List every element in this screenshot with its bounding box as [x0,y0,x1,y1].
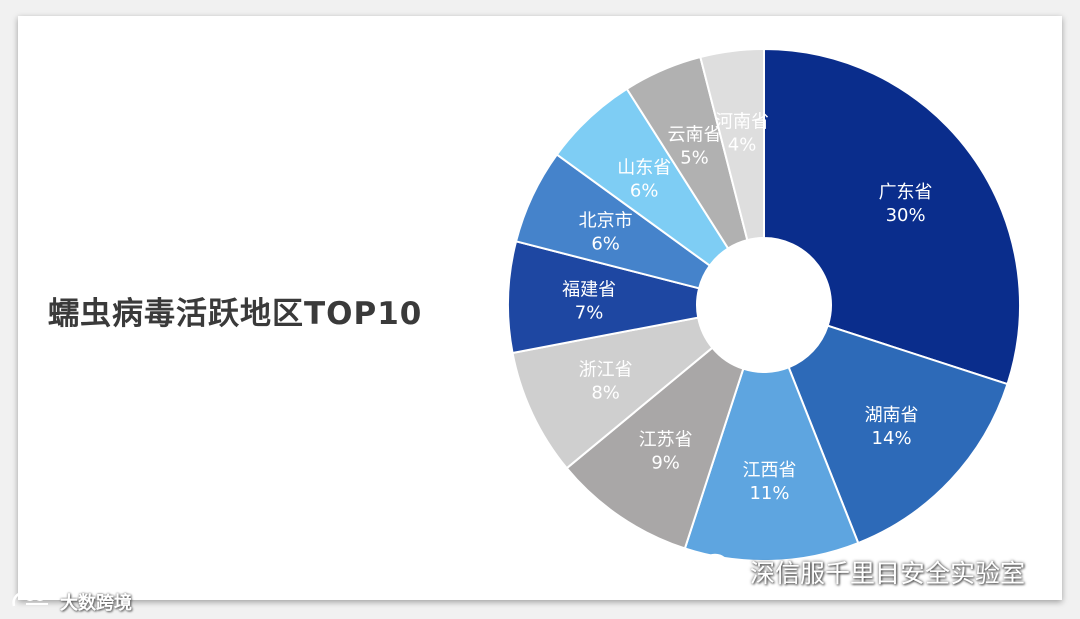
donut-hole [698,239,830,371]
slice-label: 江苏省 [639,430,693,451]
slice-value-label: 30% [886,205,926,226]
slice-value-label: 6% [591,233,620,254]
slice-label: 江西省 [742,460,796,481]
slice-label: 北京市 [579,210,633,231]
slice-label: 福建省 [562,280,616,301]
wechat-account-name: 深信服千里目安全实验室 [750,559,1026,588]
slice-value-label: 8% [591,383,620,404]
chart-title: 蠕虫病毒活跃地区TOP10 [48,296,423,332]
wechat-watermark: 深信服千里目安全实验室 [700,552,1025,592]
slice-value-label: 14% [872,428,912,449]
pie-slice [763,47,1021,386]
slice-value-label: 7% [575,303,604,324]
slice-label: 湖南省 [865,405,919,426]
slice-label: 云南省 [667,124,721,145]
pie-slice [511,316,714,470]
brand-logo-icon [10,588,56,615]
wechat-icon [700,552,742,592]
slice-value-label: 11% [749,483,789,504]
slice-label: 广东省 [879,182,933,203]
slice-value-label: 6% [630,180,659,201]
pie-slice [699,47,765,242]
slice-value-label: 9% [651,453,680,474]
brand-watermark: 大数跨境 [10,588,132,615]
slice-label: 河南省 [715,111,769,132]
slice-label: 浙江省 [579,360,633,381]
pie-slice [565,346,745,550]
pie-slice [787,324,1009,545]
slice-value-label: 4% [728,134,757,155]
slice-label: 山东省 [617,157,671,178]
slice-value-label: 5% [680,147,709,168]
brand-watermark-text: 大数跨境 [60,592,132,614]
